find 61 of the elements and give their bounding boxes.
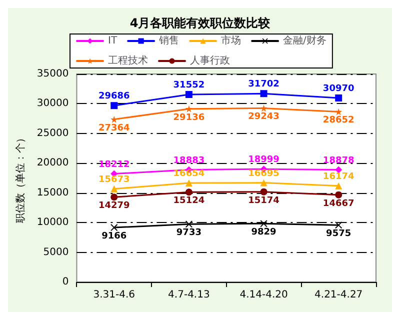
point <box>260 188 268 196</box>
legend-label: 市场 <box>221 34 242 46</box>
point <box>110 194 118 201</box>
data-label: 9733 <box>176 228 202 238</box>
data-label: 15673 <box>98 174 130 185</box>
point <box>185 220 192 228</box>
data-label: 15124 <box>173 196 205 206</box>
data-label: 14667 <box>322 198 354 209</box>
y-tick-label: 20000 <box>36 158 69 169</box>
data-label: 16174 <box>322 172 354 182</box>
y-tick-label: 10000 <box>36 217 69 228</box>
chart-title: 4月各职能有效职位数比较 <box>130 16 272 30</box>
point <box>335 94 342 102</box>
y-axis-title: 职位数（单位：个） <box>14 133 26 223</box>
point <box>260 104 268 112</box>
point <box>260 90 268 98</box>
y-tick-label: 5000 <box>43 246 69 258</box>
point <box>335 191 342 198</box>
data-label: 16654 <box>173 169 205 180</box>
data-label: 31552 <box>173 80 205 90</box>
data-label: 29686 <box>98 92 130 102</box>
data-label: 9166 <box>102 232 127 242</box>
point <box>260 179 268 186</box>
x-tick-label: 4.7-4.13 <box>168 290 210 300</box>
y-tick-label: 0 <box>62 276 69 288</box>
data-label: 14279 <box>98 201 130 212</box>
data-label: 9575 <box>326 229 352 240</box>
legend-label: 工程技术 <box>108 54 148 66</box>
data-label: 31702 <box>248 80 280 90</box>
data-label: 15174 <box>248 196 280 206</box>
point <box>335 108 342 116</box>
data-label: 16695 <box>248 168 280 179</box>
x-tick-label: 4.14-4.20 <box>240 290 288 300</box>
legend-label: 金融/财务 <box>283 34 326 46</box>
data-label: 28652 <box>322 116 354 126</box>
data-label: 9829 <box>251 228 276 238</box>
data-label: 29243 <box>248 112 280 122</box>
point <box>335 182 342 190</box>
legend-label: 人事行政 <box>190 54 230 66</box>
x-tick-label: 4.21-4.27 <box>314 290 363 300</box>
point <box>335 222 342 229</box>
point <box>185 90 192 98</box>
data-label: 30970 <box>322 84 354 94</box>
point <box>110 224 118 232</box>
point <box>185 188 192 196</box>
y-tick-label: 15000 <box>36 187 69 198</box>
legend-label: 销售 <box>158 34 180 46</box>
legend-label: IT <box>108 36 118 46</box>
y-tick-label: 25000 <box>36 128 69 139</box>
point <box>110 185 118 192</box>
point <box>185 180 192 187</box>
point <box>110 102 118 110</box>
y-tick-label: 35000 <box>36 68 69 80</box>
point <box>185 105 192 112</box>
data-label: 18878 <box>322 156 354 166</box>
y-tick-label: 30000 <box>36 98 69 110</box>
point <box>260 220 268 228</box>
data-label: 29136 <box>173 112 205 123</box>
data-label: 18999 <box>248 155 280 166</box>
data-label: 27364 <box>98 123 130 134</box>
x-tick-label: 3.31-4.6 <box>93 290 136 300</box>
